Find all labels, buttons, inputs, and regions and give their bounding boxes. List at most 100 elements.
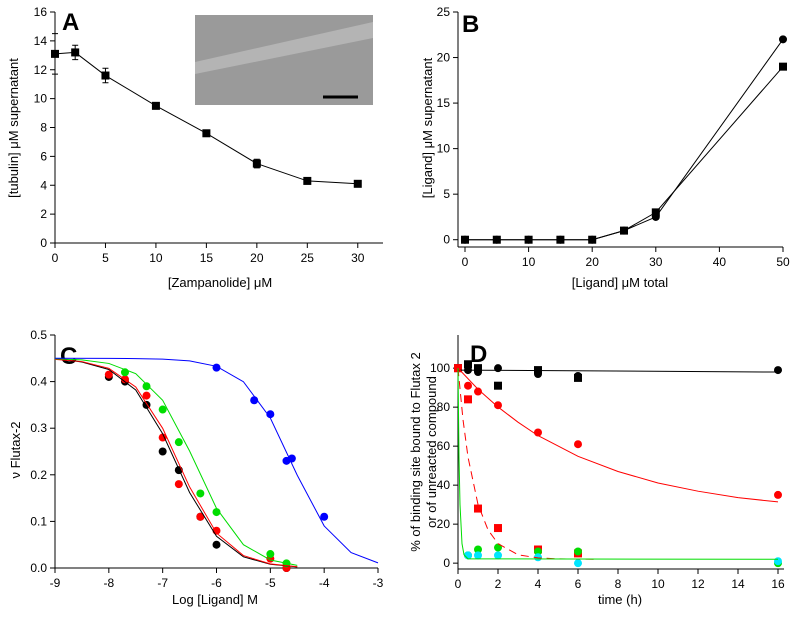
panel: 0 10 20 30 40 50 0 5 10 15 20 25 B [Ligand] μM total […: [420, 5, 790, 290]
y-axis-label: [Ligand] μM supernatant: [420, 57, 435, 198]
x-axis-label: [Ligand] μM total: [572, 275, 668, 290]
marker: [534, 547, 542, 556]
marker: [474, 504, 482, 513]
y-tick-label: 4: [40, 178, 47, 192]
marker: [774, 490, 782, 499]
marker: [492, 235, 501, 244]
x-tick-label: -5: [265, 576, 276, 590]
marker: [353, 179, 362, 188]
x-tick-label: 8: [615, 577, 622, 591]
marker: [494, 401, 502, 410]
y-tick-label: 10: [437, 142, 451, 156]
marker: [474, 387, 482, 396]
fit-curve: [54, 358, 298, 568]
marker: [51, 49, 59, 58]
marker: [196, 489, 205, 498]
marker: [303, 176, 312, 185]
x-tick-label: 5: [102, 251, 109, 265]
y-tick-label: 5: [443, 187, 450, 201]
x-tick-label: 14: [731, 577, 745, 591]
marker: [252, 159, 261, 168]
marker: [524, 235, 533, 244]
marker: [651, 208, 660, 217]
x-tick-label: 50: [776, 255, 790, 269]
x-tick-label: 30: [649, 255, 663, 269]
y-tick-label: 10: [34, 92, 48, 106]
panel-label: A: [62, 9, 79, 36]
y-axis-label: ν Flutax-2: [8, 421, 23, 478]
y-tick-label: 6: [40, 149, 47, 163]
x-tick-label: 10: [651, 577, 665, 591]
fit-curve: [457, 368, 779, 560]
marker: [174, 438, 183, 447]
marker: [774, 366, 782, 375]
marker: [158, 405, 167, 414]
marker: [158, 433, 167, 442]
fit-curve: [54, 358, 298, 566]
y-tick-label: 100: [430, 361, 450, 375]
marker: [494, 551, 502, 560]
marker: [266, 550, 275, 559]
marker: [474, 364, 482, 373]
series-line: [464, 66, 784, 241]
marker: [588, 235, 597, 244]
marker: [320, 512, 329, 521]
marker: [142, 382, 151, 391]
marker: [464, 381, 472, 390]
marker: [202, 129, 211, 138]
y-tick-label: 0: [40, 236, 47, 250]
series-line: [464, 39, 784, 241]
x-axis-label: [Zampanolide] μM: [168, 275, 272, 290]
x-tick-label: -3: [373, 576, 384, 590]
marker: [101, 71, 110, 80]
panel: 0 5 10 15 20 25 30 0 2 4 6 8 10 12 14 16 A [Zampanolide] …: [6, 5, 383, 290]
x-tick-label: 30: [351, 251, 365, 265]
y-axis-label: [tubulin] μM supernatant: [6, 58, 21, 198]
y-tick-label: 14: [34, 34, 48, 48]
marker: [494, 381, 502, 390]
fit-curve: [457, 368, 599, 560]
x-tick-label: 4: [535, 577, 542, 591]
y-tick-label: 0: [443, 233, 450, 247]
marker: [779, 35, 787, 44]
fit-curve: [54, 357, 298, 568]
y-tick-label: 0: [443, 556, 450, 570]
marker: [151, 101, 160, 110]
panel-label: C: [60, 343, 77, 370]
marker: [494, 543, 502, 552]
fit-curve: [457, 367, 779, 503]
y-tick-label: 16: [34, 5, 48, 19]
fit-curve: [54, 357, 379, 564]
micrograph-inset: [195, 15, 373, 105]
marker: [212, 508, 221, 517]
marker: [71, 48, 80, 57]
marker: [574, 373, 582, 382]
x-tick-label: -4: [319, 576, 330, 590]
y-tick-label: 0.2: [30, 468, 47, 482]
y-tick-label: 0.1: [30, 514, 47, 528]
x-tick-label: 0: [462, 255, 469, 269]
marker: [464, 395, 472, 404]
marker: [212, 540, 221, 549]
x-tick-label: 2: [495, 577, 502, 591]
panel-label: B: [462, 11, 479, 38]
y-tick-label: 25: [437, 5, 451, 19]
x-tick-label: -9: [50, 576, 61, 590]
y-tick-label: 0.0: [30, 561, 47, 575]
y-tick-label: 0.3: [30, 421, 47, 435]
panel: -9 -8 -7 -6 -5 -4 -3 0.0 0.1 0.2 0.3 0.4 0.5 C Log [Li…: [8, 328, 384, 607]
marker: [142, 391, 151, 400]
marker: [774, 557, 782, 566]
marker: [104, 370, 113, 379]
y-tick-label: 2: [40, 207, 47, 221]
y-axis-label: or of unreacted compound: [424, 376, 439, 528]
y-axis-label: % of binding site bound to Flutax 2: [408, 352, 423, 551]
marker: [266, 410, 275, 419]
x-tick-label: 40: [713, 255, 727, 269]
x-tick-label: 10: [149, 251, 163, 265]
x-tick-label: 20: [250, 251, 264, 265]
marker: [556, 235, 565, 244]
x-tick-label: 16: [771, 577, 785, 591]
x-tick-label: 25: [301, 251, 315, 265]
